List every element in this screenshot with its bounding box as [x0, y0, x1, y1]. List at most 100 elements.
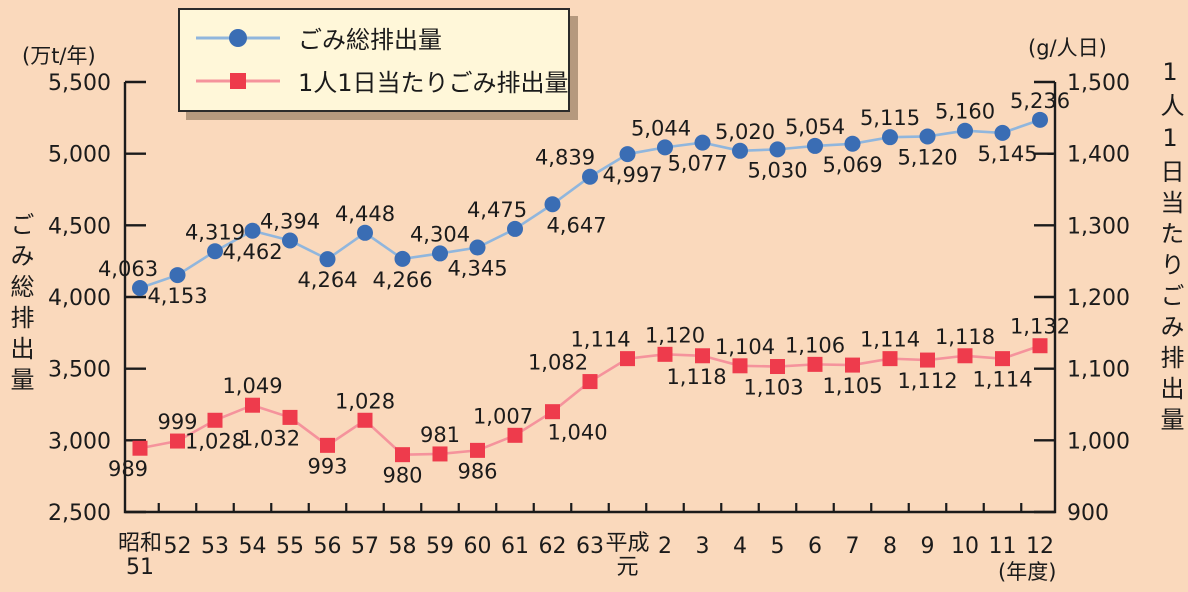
data-point-circle — [994, 124, 1011, 141]
data-label: 4,997 — [602, 163, 662, 187]
data-label: 1,132 — [1010, 315, 1070, 339]
data-point-circle — [207, 243, 223, 260]
data-label: 986 — [457, 459, 497, 483]
data-label: 4,394 — [260, 210, 320, 234]
left-axis-tick-label: 3,000 — [48, 429, 111, 454]
x-axis-label-year: 56 — [314, 534, 342, 559]
x-axis-label-year: 53 — [201, 534, 229, 559]
data-point-circle — [319, 251, 336, 268]
legend-label-per-capita: 1人1日当たりごみ排出量 — [298, 69, 569, 97]
data-label: 1,105 — [822, 374, 882, 398]
x-axis-label-year: 58 — [389, 534, 417, 559]
data-point-square — [432, 446, 448, 462]
data-point-square — [245, 397, 260, 413]
legend-item-total-waste: ごみ総排出量 — [196, 20, 552, 55]
data-label: 1,114 — [860, 328, 920, 352]
data-point-square — [620, 351, 635, 367]
data-label: 1,082 — [528, 351, 588, 375]
data-point-square — [507, 427, 523, 443]
data-point-square — [807, 356, 823, 372]
x-axis-label-era: 昭和 — [118, 531, 162, 556]
data-label: 999 — [157, 410, 197, 434]
data-label: 1,114 — [570, 328, 630, 352]
data-label: 5,115 — [860, 106, 920, 130]
data-point-circle — [432, 245, 448, 262]
data-label: 5,120 — [897, 145, 957, 169]
data-label: 5,145 — [977, 142, 1037, 166]
data-label: 5,030 — [747, 158, 807, 182]
right-axis-tick-label: 1,500 — [1067, 71, 1130, 96]
legend-square-marker-icon — [196, 69, 280, 93]
legend-swatch-graphic — [196, 28, 280, 47]
data-point-circle — [807, 137, 823, 154]
data-label: 5,077 — [667, 152, 727, 176]
data-point-circle — [582, 168, 598, 185]
data-label: 1,028 — [185, 429, 245, 453]
x-axis-unit: (年度) — [998, 560, 1057, 584]
x-axis-label-year: 62 — [539, 534, 567, 559]
x-axis-label-year: 55 — [276, 534, 304, 559]
data-point-circle — [732, 142, 748, 159]
data-point-square — [545, 404, 560, 420]
left-axis-unit: (万t/年) — [22, 44, 96, 68]
data-point-square — [957, 348, 973, 364]
data-point-square — [132, 440, 148, 456]
data-label: 4,264 — [297, 268, 357, 292]
left-axis-tick-label: 5,000 — [48, 143, 111, 168]
right-axis-title: 1人1日当たりごみ排出量 — [1156, 58, 1184, 438]
x-axis-label-year: 54 — [239, 534, 267, 559]
x-axis-label-year: 11 — [989, 534, 1017, 559]
x-axis-label-year: 8 — [883, 534, 897, 559]
right-axis-tick-label: 1,200 — [1067, 286, 1130, 311]
data-point-square — [282, 409, 298, 425]
data-label: 1,118 — [935, 325, 995, 349]
data-point-circle — [244, 222, 261, 239]
data-label: 989 — [108, 457, 148, 481]
data-label: 1,120 — [645, 323, 705, 347]
data-point-square — [1032, 338, 1048, 354]
data-point-circle — [694, 134, 711, 151]
x-axis-label-year: 61 — [501, 534, 529, 559]
data-label: 4,462 — [222, 240, 282, 264]
data-point-square — [170, 433, 185, 449]
data-label: 1,007 — [473, 404, 533, 428]
legend-item-per-capita: 1人1日当たりごみ排出量 — [196, 63, 569, 98]
x-axis-label-year: 6 — [808, 534, 822, 559]
x-axis-label-year: 60 — [464, 534, 492, 559]
data-point-square — [657, 346, 673, 362]
right-axis-tick-label: 1,300 — [1067, 214, 1130, 239]
left-axis-tick-label: 2,500 — [48, 501, 111, 526]
data-label: 993 — [307, 454, 347, 478]
x-axis-label-year: 51 — [126, 555, 154, 580]
data-point-circle — [394, 250, 411, 267]
data-label: 981 — [420, 423, 460, 447]
data-point-square — [695, 348, 710, 364]
data-label: 5,044 — [631, 116, 691, 140]
data-label: 1,103 — [743, 376, 803, 400]
x-axis-label-year: 7 — [846, 534, 860, 559]
data-label: 1,104 — [715, 335, 775, 359]
data-point-circle — [357, 224, 373, 241]
data-label: 4,345 — [447, 257, 507, 281]
data-point-circle — [544, 196, 561, 213]
data-point-square — [995, 351, 1010, 367]
right-axis-unit: (g/人日) — [1028, 36, 1107, 60]
data-label: 4,266 — [372, 268, 432, 292]
data-label: 4,153 — [147, 284, 207, 308]
data-label: 4,319 — [185, 220, 245, 244]
data-point-circle — [769, 141, 786, 158]
data-point-square — [470, 442, 485, 458]
x-axis-label-year: 3 — [696, 534, 710, 559]
right-axis-tick-label: 1,100 — [1067, 358, 1130, 383]
data-label: 4,304 — [410, 222, 470, 246]
data-label: 1,114 — [972, 368, 1032, 392]
data-label: 4,063 — [98, 257, 158, 281]
data-point-circle — [469, 239, 486, 256]
data-label: 5,020 — [715, 120, 775, 144]
data-label: 5,160 — [935, 100, 995, 124]
data-label: 4,647 — [546, 213, 606, 237]
data-point-circle — [282, 232, 298, 249]
data-label: 1,049 — [222, 374, 282, 398]
x-axis-label-year: 元 — [616, 555, 638, 580]
